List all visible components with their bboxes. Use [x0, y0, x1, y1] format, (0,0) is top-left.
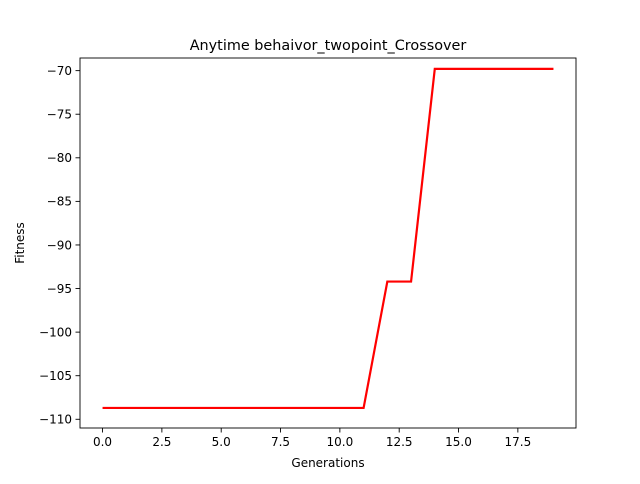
x-tick-label: 2.5	[152, 435, 171, 449]
series-line-0	[102, 67, 554, 410]
x-tick-label: 5.0	[212, 435, 231, 449]
x-axis: 0.0 2.5 5.0 7.5 10.0 12.5 15.0 17.5	[93, 428, 531, 449]
y-tick-label: −90	[47, 238, 72, 252]
x-axis-label: Generations	[291, 456, 364, 470]
chart-title: Anytime behaivor_twopoint_Crossover	[190, 38, 467, 54]
y-tick-label: −110	[39, 413, 72, 427]
x-tick-label: 10.0	[327, 435, 354, 449]
x-tick-label: 15.0	[445, 435, 472, 449]
y-axis: −110 −105 −100 −95 −90 −85 −80 −75 −70	[39, 64, 80, 427]
y-tick-label: −70	[47, 64, 72, 78]
y-axis-label: Fitness	[13, 222, 27, 264]
x-tick-label: 7.5	[271, 435, 290, 449]
y-tick-label: −80	[47, 151, 72, 165]
plot-frame	[79, 57, 577, 429]
x-tick-label: 12.5	[386, 435, 413, 449]
y-tick-label: −75	[47, 108, 72, 122]
plot-layer	[102, 67, 554, 410]
y-tick-label: −85	[47, 195, 72, 209]
x-tick-label: 17.5	[504, 435, 531, 449]
y-tick-label: −100	[39, 325, 72, 339]
y-tick-label: −105	[39, 369, 72, 383]
y-tick-label: −95	[47, 282, 72, 296]
x-tick-label: 0.0	[93, 435, 112, 449]
